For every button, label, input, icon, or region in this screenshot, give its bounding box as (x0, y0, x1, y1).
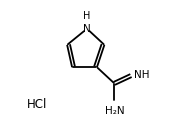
Text: NH: NH (134, 70, 149, 80)
Text: H₂N: H₂N (105, 106, 124, 116)
Text: HCl: HCl (27, 98, 48, 111)
Text: H: H (83, 11, 91, 21)
Text: N: N (83, 24, 91, 34)
